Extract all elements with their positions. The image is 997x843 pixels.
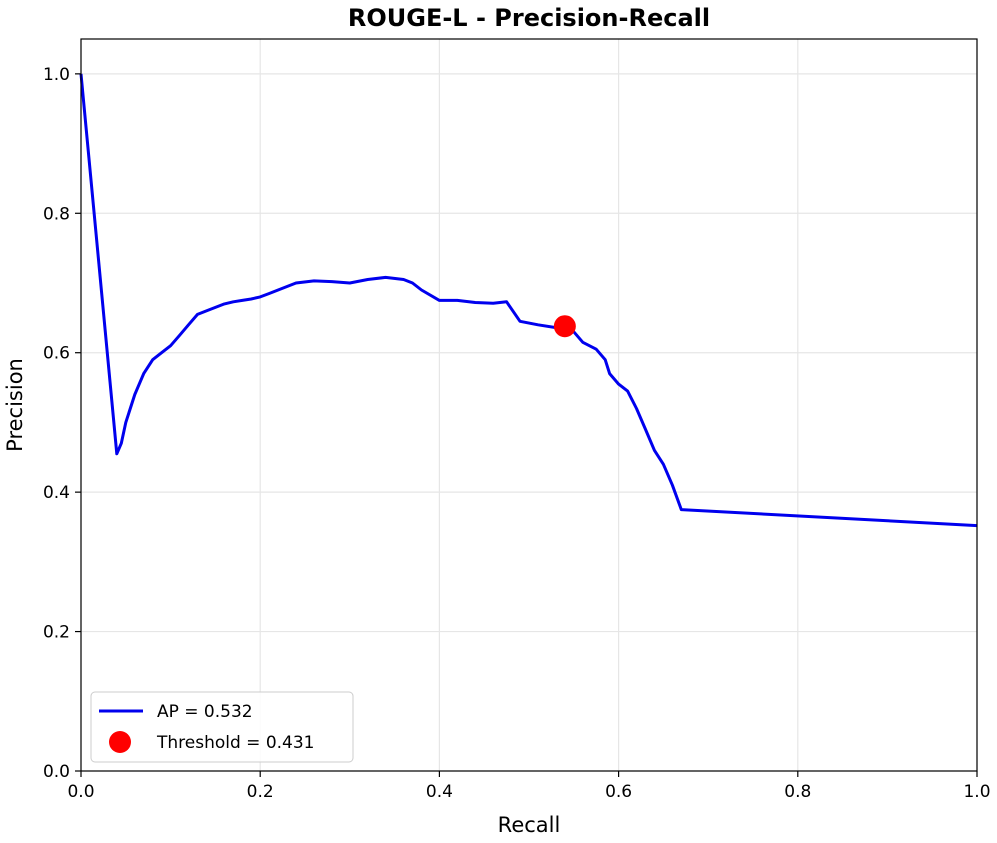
y-axis-label: Precision	[3, 358, 27, 452]
y-tick-label: 0.6	[43, 344, 70, 364]
x-tick-label: 1.0	[963, 782, 990, 802]
legend-threshold-swatch	[109, 731, 131, 753]
y-tick-label: 1.0	[43, 65, 70, 85]
y-tick-label: 0.4	[43, 483, 70, 503]
legend: AP = 0.532 Threshold = 0.431	[90, 691, 354, 763]
y-axis-ticks: 0.0 0.2 0.4 0.6 0.8 1.0	[43, 65, 81, 782]
y-tick-label: 0.2	[43, 623, 70, 643]
series-layer	[79, 73, 978, 528]
grid-lines	[80, 39, 978, 772]
legend-box	[90, 691, 354, 763]
y-tick-label: 0.8	[43, 204, 70, 224]
x-axis-ticks: 0.0 0.2 0.4 0.6 0.8 1.0	[67, 771, 991, 802]
x-tick-label: 0.4	[426, 782, 453, 802]
x-tick-label: 0.6	[605, 782, 632, 802]
legend-series-label: AP = 0.532	[157, 702, 253, 722]
x-tick-label: 0.2	[247, 782, 274, 802]
x-tick-label: 0.8	[784, 782, 811, 802]
y-tick-label: 0.0	[43, 762, 70, 782]
chart-title: ROUGE-L - Precision-Recall	[348, 4, 710, 32]
x-tick-label: 0.0	[67, 782, 94, 802]
pr-curve-line	[79, 73, 978, 528]
plot-frame	[80, 38, 978, 772]
threshold-point	[553, 315, 576, 338]
legend-threshold-label: Threshold = 0.431	[156, 733, 315, 753]
x-axis-label: Recall	[498, 813, 561, 837]
